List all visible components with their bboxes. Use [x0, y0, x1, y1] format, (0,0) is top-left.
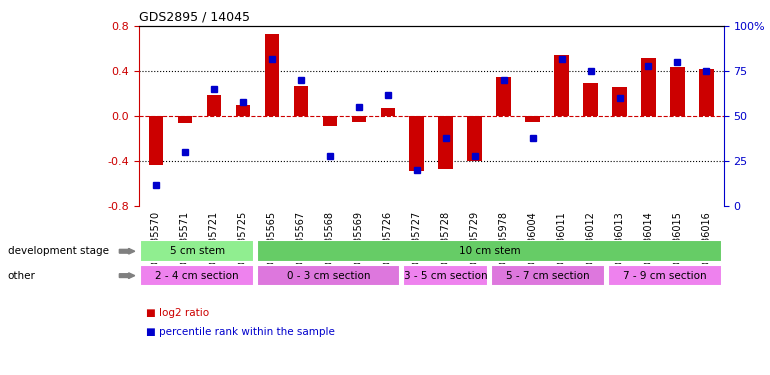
FancyBboxPatch shape [140, 240, 254, 262]
FancyBboxPatch shape [491, 265, 605, 286]
Bar [584, 82, 598, 116]
Text: GDS2895 / 14045: GDS2895 / 14045 [139, 11, 249, 24]
Bar [699, 69, 714, 116]
Bar [670, 67, 685, 116]
Bar [438, 116, 453, 169]
FancyBboxPatch shape [257, 240, 722, 262]
Text: 7 - 9 cm section: 7 - 9 cm section [624, 271, 707, 280]
Text: 0 - 3 cm section: 0 - 3 cm section [287, 271, 370, 280]
Bar [467, 116, 482, 161]
Bar [410, 116, 424, 171]
Bar [178, 116, 192, 123]
Bar [265, 34, 279, 116]
Text: 5 cm stem: 5 cm stem [169, 246, 225, 256]
Bar [497, 77, 511, 116]
Bar [525, 116, 540, 122]
Bar [380, 108, 395, 116]
Text: ■ log2 ratio: ■ log2 ratio [146, 308, 209, 318]
Text: other: other [8, 271, 35, 280]
Bar [612, 87, 627, 116]
Bar [293, 86, 308, 116]
Text: ■ percentile rank within the sample: ■ percentile rank within the sample [146, 327, 335, 337]
FancyBboxPatch shape [403, 265, 488, 286]
Bar [554, 56, 569, 116]
Text: 10 cm stem: 10 cm stem [459, 246, 521, 256]
FancyBboxPatch shape [140, 265, 254, 286]
Text: 3 - 5 cm section: 3 - 5 cm section [404, 271, 487, 280]
Bar [641, 58, 656, 116]
FancyBboxPatch shape [608, 265, 722, 286]
Bar [206, 95, 221, 116]
Text: development stage: development stage [8, 246, 109, 256]
Text: 2 - 4 cm section: 2 - 4 cm section [156, 271, 239, 280]
FancyBboxPatch shape [257, 265, 400, 286]
Bar [323, 116, 337, 126]
Bar [352, 116, 366, 122]
Bar [149, 116, 163, 165]
Bar [236, 105, 250, 116]
Text: 5 - 7 cm section: 5 - 7 cm section [507, 271, 590, 280]
